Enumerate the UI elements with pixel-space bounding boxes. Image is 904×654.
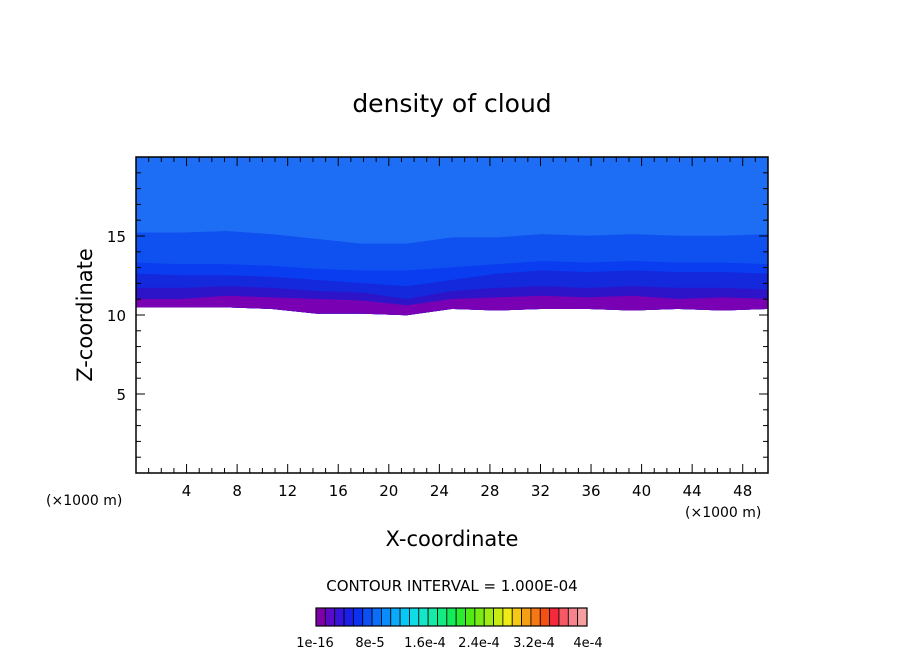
- x-tick-label: 32: [531, 482, 550, 500]
- colorbar-swatch: [558, 607, 569, 627]
- colorbar-swatch: [577, 607, 588, 627]
- x-tick-label: 8: [232, 482, 242, 500]
- colorbar-label: 3.2e-4: [513, 636, 555, 651]
- y-axis-label: Z-coordinate: [73, 248, 97, 382]
- x-tick-label: 48: [733, 482, 752, 500]
- y-tick-label: 10: [107, 307, 126, 325]
- colorbar-swatch: [465, 607, 476, 627]
- colorbar-labels: 1e-16 8e-5 1.6e-4 2.4e-4 3.2e-4 4e-4: [296, 636, 602, 651]
- y-unit-label: (×1000 m): [46, 493, 122, 509]
- x-tick-label: 16: [329, 482, 348, 500]
- contour-interval-text: CONTOUR INTERVAL = 1.000E-04: [326, 577, 577, 595]
- chart-title: density of cloud: [352, 89, 551, 118]
- colorbar-swatch: [324, 607, 336, 627]
- colorbar-swatch: [455, 607, 466, 627]
- plot-frame: [135, 156, 769, 474]
- x-tick-label: 12: [278, 482, 297, 500]
- contour-fill: [135, 156, 769, 316]
- colorbar-swatch: [352, 607, 364, 627]
- colorbar-label: 2.4e-4: [458, 636, 500, 651]
- colorbar-swatch: [399, 607, 410, 627]
- colorbar-swatch: [549, 607, 560, 627]
- colorbar-swatch: [493, 607, 504, 627]
- colorbar-swatch: [362, 607, 373, 627]
- colorbar-label: 8e-5: [355, 636, 384, 651]
- x-tick-label: 28: [480, 482, 499, 500]
- x-tick-label: 44: [683, 482, 702, 500]
- colorbar-swatch: [511, 607, 522, 627]
- y-tick-label: 15: [107, 228, 126, 246]
- x-tick-labels: 4 8 12 16 20 24 28 32 36 40 44 48: [182, 482, 752, 500]
- colorbar-swatch: [437, 607, 448, 627]
- x-tick-label: 24: [430, 482, 449, 500]
- colorbar-swatch: [530, 607, 541, 627]
- colorbar-swatch: [483, 607, 494, 627]
- x-tick-label: 36: [581, 482, 600, 500]
- colorbar-swatch: [567, 607, 579, 627]
- x-unit-label: (×1000 m): [685, 505, 761, 521]
- colorbar-swatch: [390, 607, 401, 627]
- colorbar-swatch: [502, 607, 513, 627]
- colorbar-swatch: [521, 607, 532, 627]
- y-tick-label: 5: [116, 386, 126, 404]
- colorbar-swatch: [343, 607, 354, 627]
- colorbar-swatch: [539, 607, 551, 627]
- x-tick-label: 4: [182, 482, 192, 500]
- colorbar-swatch: [474, 607, 485, 627]
- colorbar-swatch: [427, 607, 438, 627]
- y-tick-labels: 5 10 15: [107, 228, 126, 404]
- x-tick-label: 40: [632, 482, 651, 500]
- colorbar-label: 4e-4: [573, 636, 602, 651]
- x-tick-label: 20: [379, 482, 398, 500]
- colorbar-swatch: [334, 607, 345, 627]
- colorbar-swatch: [446, 607, 457, 627]
- colorbar-swatch: [315, 607, 326, 627]
- colorbar-swatch: [409, 607, 420, 627]
- colorbar-label: 1.6e-4: [404, 636, 446, 651]
- axis-ticks: [136, 157, 768, 473]
- colorbar-swatch: [381, 607, 392, 627]
- colorbar-frame: [315, 607, 588, 627]
- colorbar-swatch: [371, 607, 382, 627]
- colorbar-swatch: [418, 607, 429, 627]
- colorbar-label: 1e-16: [296, 636, 334, 651]
- x-axis-label: X-coordinate: [386, 527, 519, 551]
- colorbar: [315, 607, 588, 627]
